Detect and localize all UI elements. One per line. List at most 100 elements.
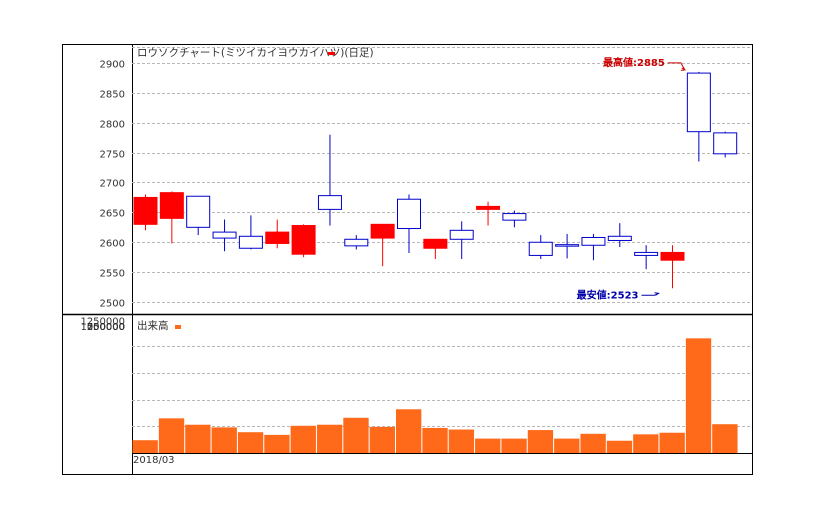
- volume-bar: [396, 409, 422, 453]
- candle-body: [607, 235, 632, 241]
- candle: [449, 221, 474, 260]
- candle: [476, 201, 501, 226]
- annotation-arrowhead: [680, 67, 687, 71]
- candle-body: [133, 196, 158, 225]
- candle-body: [449, 229, 474, 240]
- candle: [291, 224, 316, 258]
- volume-y-tick-label: 500000: [87, 322, 125, 333]
- annotation-arrowhead: [654, 292, 660, 296]
- volume-bar: [211, 427, 237, 453]
- candle-body: [423, 238, 448, 249]
- price-annotations: 最高値:2885 最安値:2523: [577, 56, 687, 301]
- candle: [502, 210, 527, 228]
- candle: [370, 223, 395, 267]
- price-grid: [132, 47, 752, 303]
- volume-bars: [132, 338, 738, 453]
- price-y-tick-label: 2700: [100, 179, 125, 190]
- candle-body: [317, 195, 342, 210]
- candle: [212, 219, 237, 252]
- volume-bar: [501, 438, 527, 453]
- price-y-tick-label: 2900: [100, 60, 125, 71]
- candle-body: [634, 251, 659, 256]
- x-tick-label: 2018/03: [133, 455, 175, 466]
- price-y-tick-label: 2800: [100, 120, 125, 131]
- candle: [238, 215, 263, 250]
- volume-bar: [475, 438, 501, 453]
- volume-bar: [633, 434, 659, 453]
- candle-body: [344, 238, 369, 247]
- volume-y-tick-label: 1250000: [80, 317, 125, 328]
- volume-bar: [343, 417, 369, 453]
- volume-bar: [316, 424, 343, 453]
- candle-body: [476, 205, 501, 210]
- candle-body: [291, 225, 316, 255]
- volume-bar: [554, 438, 580, 453]
- price-y-tick-label: 2600: [100, 239, 125, 250]
- candle-body: [686, 72, 711, 133]
- candle: [186, 195, 211, 236]
- candle: [634, 245, 659, 270]
- candle-body: [713, 132, 738, 155]
- candle: [660, 245, 685, 289]
- candle: [555, 233, 580, 259]
- candle: [159, 191, 184, 244]
- candle-body: [370, 223, 395, 239]
- volume-bar: [369, 426, 395, 453]
- annotation-arrow: [667, 62, 686, 71]
- price-chart-title: ロウソクチャート(ミツイカイヨウカイハツ)(日足): [137, 47, 374, 59]
- volume-bar: [158, 418, 185, 453]
- volume-bar: [606, 440, 633, 453]
- candle: [581, 233, 606, 261]
- candle-body: [528, 241, 553, 256]
- candle-body: [502, 213, 527, 221]
- candle: [528, 235, 553, 260]
- candle: [317, 134, 342, 226]
- price-y-tick-label: 2750: [100, 150, 125, 161]
- candle: [607, 223, 632, 248]
- price-legend-swatch: [328, 52, 335, 55]
- volume-bar: [290, 425, 316, 453]
- volume-bar: [685, 338, 712, 453]
- candle-body: [212, 231, 237, 239]
- low-price-annotation: 最安値:2523: [577, 288, 639, 301]
- price-y-tick-label: 2650: [100, 209, 125, 220]
- candle-body: [581, 236, 606, 246]
- volume-y-tick-label: 750000: [87, 322, 125, 333]
- high-price-annotation: 最高値:2885: [603, 56, 665, 69]
- candle: [713, 131, 738, 158]
- chart-frame: [62, 44, 753, 475]
- candle-body: [555, 244, 580, 247]
- volume-bar: [659, 432, 685, 453]
- candle-body: [265, 231, 290, 244]
- volume-grid: [132, 346, 752, 427]
- candle: [423, 238, 448, 260]
- volume-bar: [422, 427, 448, 453]
- candle-body: [186, 195, 211, 228]
- candle-body: [660, 251, 685, 261]
- volume-bar: [527, 430, 554, 453]
- candle: [686, 71, 711, 162]
- candle: [397, 194, 421, 254]
- volume-bar: [264, 434, 290, 453]
- volume-bar: [132, 440, 158, 453]
- price-y-tick-label: 2550: [100, 269, 125, 280]
- volume-bar: [580, 433, 606, 453]
- candle: [265, 219, 290, 249]
- candle-body: [238, 235, 263, 249]
- volume-y-tick-label: 250000: [87, 322, 125, 333]
- candle: [344, 235, 369, 250]
- candle-body: [397, 198, 421, 230]
- price-y-tick-label: 2500: [100, 299, 125, 310]
- candle: [133, 194, 158, 231]
- volume-bar: [712, 424, 738, 453]
- candle-body: [159, 192, 184, 219]
- volume-bar: [185, 424, 211, 453]
- volume-y-tick-label: 1000000: [80, 322, 125, 333]
- price-y-ticks: 2500 2550 2600 2650 2700 2750 2800 2850 2900: [100, 60, 125, 310]
- volume-chart-title: 出来高: [137, 319, 169, 332]
- volume-legend-swatch: [175, 325, 181, 329]
- candles: [133, 71, 738, 289]
- volume-bar: [237, 432, 264, 453]
